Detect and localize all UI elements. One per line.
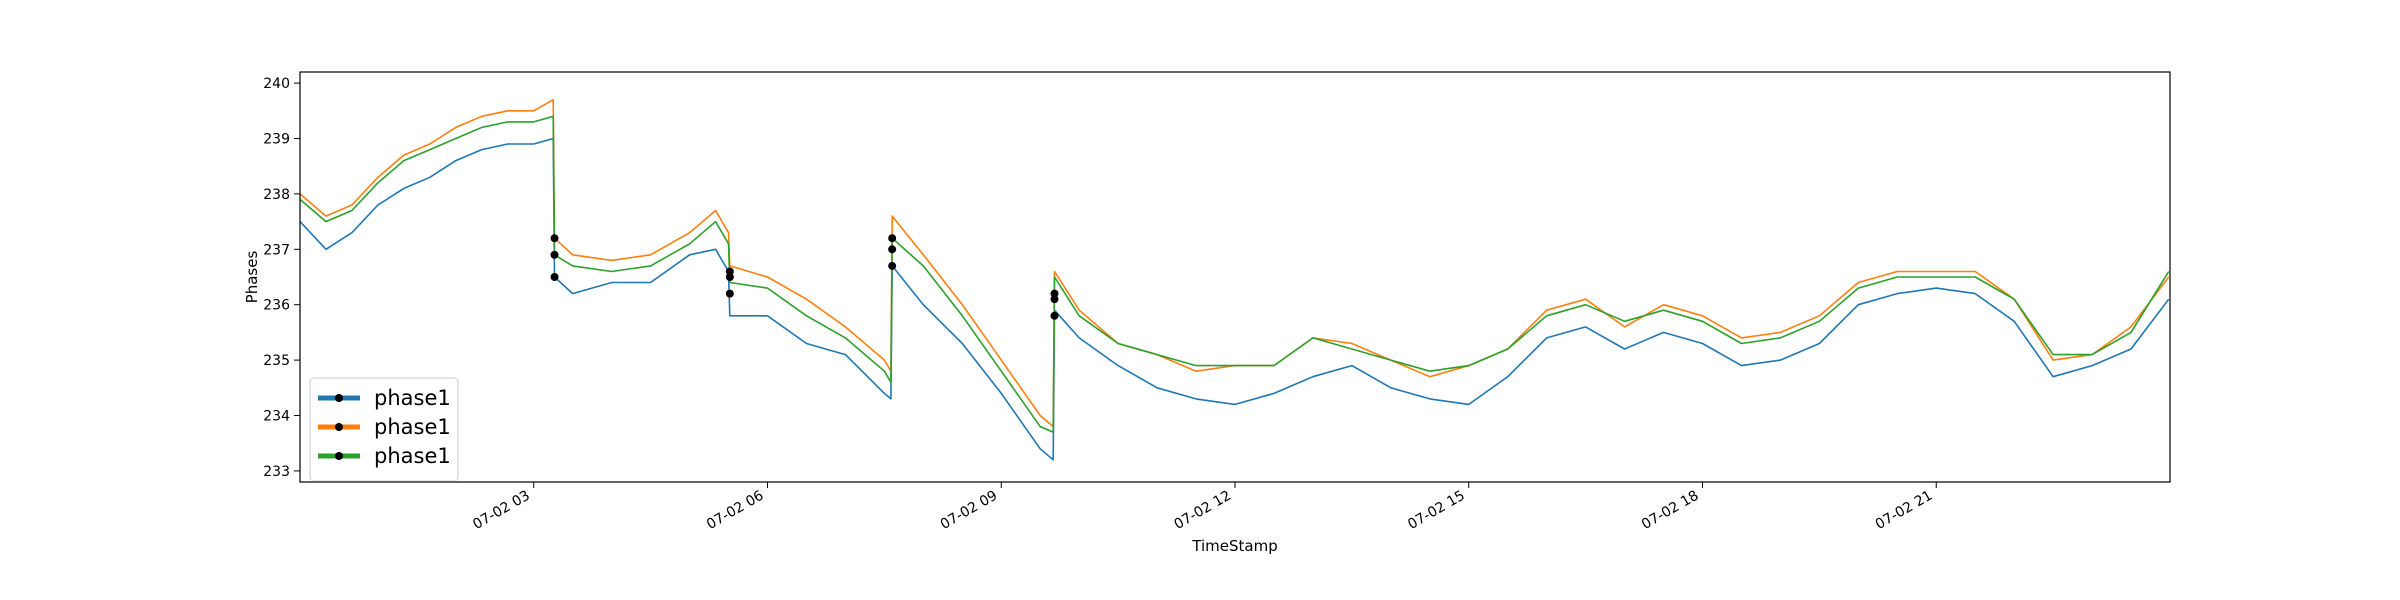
data-point-marker [888,245,897,254]
data-point-marker [1050,289,1059,298]
legend-marker [335,423,343,431]
series-layer [299,98,2170,461]
x-axis-ticks: 07-02 03 07-02 06 07-02 09 07-02 12 07-02 15… [470,482,1937,533]
legend: phase1 phase1 phase1 [309,377,459,482]
y-axis-label: Phases [243,251,261,304]
y-tick-label: 237 [263,242,290,258]
data-point-marker [725,267,734,276]
x-axis-label: TimeStamp [1191,537,1277,555]
data-point-marker [725,273,734,281]
plot-area [300,72,2170,482]
x-tick-label: 07-02 18 [1639,488,1702,533]
y-axis-ticks: 233 234 235 236 237 238 239 240 [263,76,300,480]
legend-label: phase1 [374,444,451,468]
data-point-marker [725,289,734,298]
marker-layer [550,234,1059,320]
x-tick-label: 07-02 12 [1171,488,1234,533]
x-tick-label: 07-02 09 [938,488,1001,533]
data-point-marker [550,250,559,259]
data-point-marker [550,234,559,243]
legend-marker [335,452,343,460]
legend-label: phase1 [374,415,451,439]
legend-marker [335,394,343,402]
y-tick-label: 234 [263,409,290,425]
y-tick-label: 233 [263,464,290,480]
data-point-marker [888,234,897,243]
y-tick-label: 238 [263,187,290,203]
data-point-marker [550,273,559,281]
y-tick-label: 236 [263,298,290,314]
data-point-marker [888,261,897,270]
data-point-marker [1050,311,1059,320]
x-tick-label: 07-02 06 [704,488,767,533]
x-tick-label: 07-02 15 [1405,488,1468,533]
y-tick-label: 240 [263,76,290,92]
data-point-marker [1050,295,1059,304]
x-tick-label: 07-02 03 [470,488,533,533]
x-tick-label: 07-02 21 [1873,488,1936,533]
y-tick-label: 235 [263,353,290,369]
series-line-3 [299,115,2170,433]
y-tick-label: 239 [263,131,290,147]
legend-label: phase1 [374,386,451,410]
